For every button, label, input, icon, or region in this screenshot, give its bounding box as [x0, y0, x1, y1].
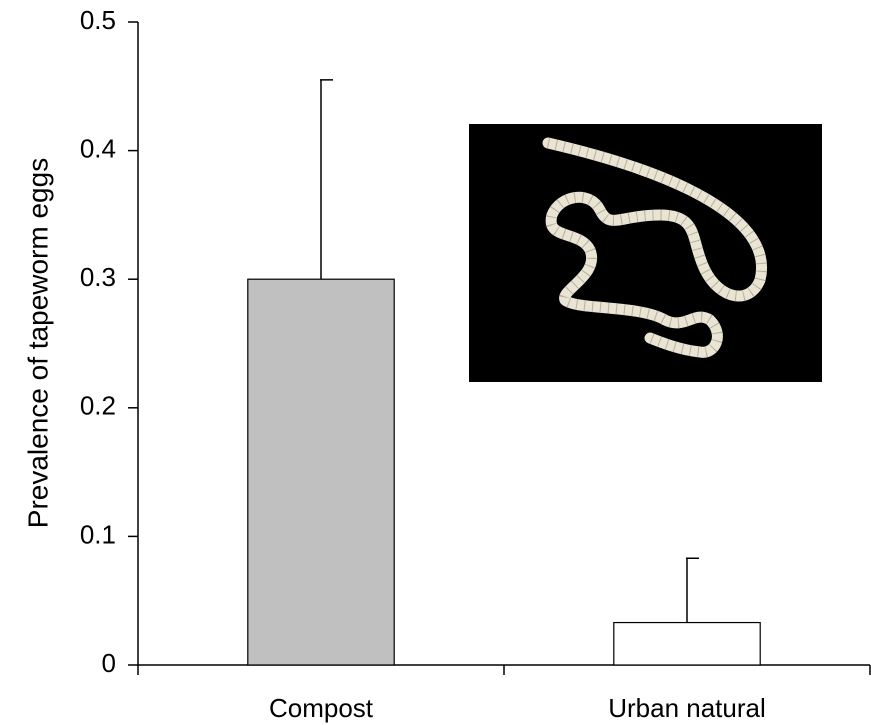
inset-photo — [469, 124, 822, 382]
y-tick-label: 0.5 — [80, 5, 116, 35]
bar — [613, 621, 761, 666]
y-tick-label: 0.1 — [80, 519, 116, 549]
x-tick-label: Compost — [269, 693, 374, 723]
y-tick-label: 0.3 — [80, 262, 116, 292]
bar — [247, 278, 395, 666]
y-axis-label: Prevalence of tapeworm eggs — [22, 158, 53, 528]
y-tick-label: 0 — [102, 648, 116, 678]
y-tick-label: 0.4 — [80, 133, 116, 163]
x-tick-label: Urban natural — [608, 693, 766, 723]
y-tick-label: 0.2 — [80, 391, 116, 421]
